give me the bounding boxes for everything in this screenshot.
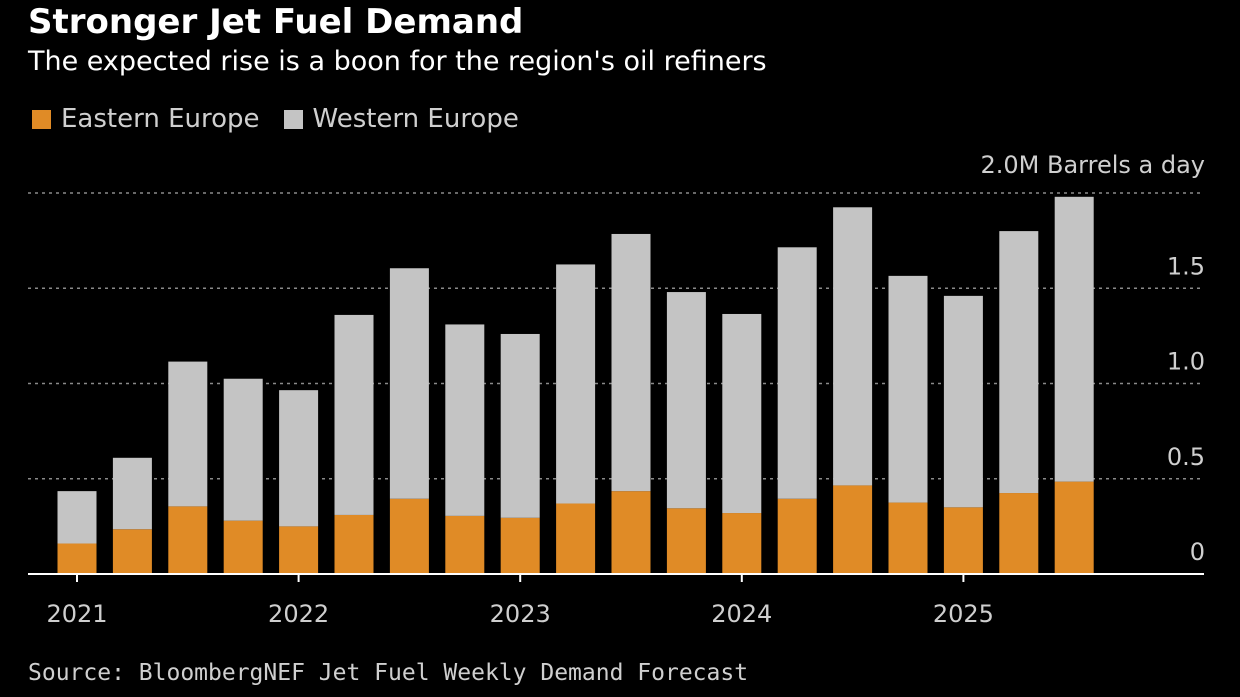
y-axis-unit-label: 2.0M Barrels a day <box>980 151 1205 179</box>
y-tick-label-2: 1.0 <box>1167 348 1205 376</box>
x-tick-label-2: 2023 <box>490 600 551 628</box>
chart-title: Stronger Jet Fuel Demand <box>28 2 524 42</box>
bar-eastern-12 <box>722 513 762 574</box>
bar-eastern-1 <box>112 529 152 574</box>
bar-western-9 <box>556 264 596 504</box>
y-tick-label-3: 1.5 <box>1167 252 1205 280</box>
x-tick-label-4: 2025 <box>933 600 994 628</box>
bar-eastern-11 <box>666 508 706 574</box>
bar-eastern-9 <box>556 503 596 574</box>
bar-eastern-14 <box>833 485 873 574</box>
bar-eastern-16 <box>943 507 983 574</box>
bar-western-3 <box>223 378 263 521</box>
bar-western-15 <box>888 275 928 503</box>
legend-label-eastern-europe: Eastern Europe <box>61 104 260 134</box>
x-tick-label-1: 2022 <box>268 600 329 628</box>
bar-western-12 <box>722 313 762 514</box>
bar-western-14 <box>833 207 873 486</box>
bar-western-0 <box>57 491 97 544</box>
bar-eastern-13 <box>777 498 817 574</box>
legend-item-eastern-europe: Eastern Europe <box>32 104 260 134</box>
bar-eastern-10 <box>611 491 651 574</box>
source-note: Source: BloombergNEF Jet Fuel Weekly Dem… <box>28 660 749 686</box>
legend-label-western-europe: Western Europe <box>312 104 519 134</box>
bar-western-11 <box>666 292 706 509</box>
bar-eastern-3 <box>223 520 263 574</box>
bar-eastern-5 <box>334 514 374 574</box>
bar-western-7 <box>445 324 485 516</box>
x-tick-label-0: 2021 <box>46 600 107 628</box>
bar-eastern-18 <box>1054 481 1094 574</box>
legend-swatch-western-europe <box>283 109 303 129</box>
bar-western-13 <box>777 247 817 499</box>
y-tick-label-1: 0.5 <box>1167 443 1205 471</box>
bar-western-5 <box>334 314 374 515</box>
bar-eastern-17 <box>999 493 1039 574</box>
bar-eastern-2 <box>168 506 208 574</box>
bar-eastern-8 <box>500 517 540 574</box>
y-tick-label-0: 0 <box>1190 538 1205 566</box>
legend-swatch-eastern-europe <box>32 109 51 129</box>
bar-western-6 <box>389 268 429 499</box>
legend: Eastern Europe Western Europe <box>32 104 543 134</box>
bar-western-16 <box>943 295 983 508</box>
x-tick-label-3: 2024 <box>711 600 772 628</box>
chart-subtitle: The expected rise is a boon for the regi… <box>28 46 767 77</box>
bar-western-8 <box>500 333 540 518</box>
bar-western-2 <box>168 361 208 507</box>
bar-eastern-7 <box>445 515 485 574</box>
bar-eastern-0 <box>57 543 97 574</box>
bar-western-1 <box>112 457 152 530</box>
bar-western-10 <box>611 233 651 492</box>
bar-western-17 <box>999 231 1039 494</box>
bar-western-4 <box>279 390 319 527</box>
bar-western-18 <box>1054 196 1094 482</box>
bar-eastern-6 <box>389 498 429 574</box>
bar-eastern-4 <box>279 526 319 574</box>
legend-item-western-europe: Western Europe <box>283 104 519 134</box>
bar-eastern-15 <box>888 502 928 574</box>
